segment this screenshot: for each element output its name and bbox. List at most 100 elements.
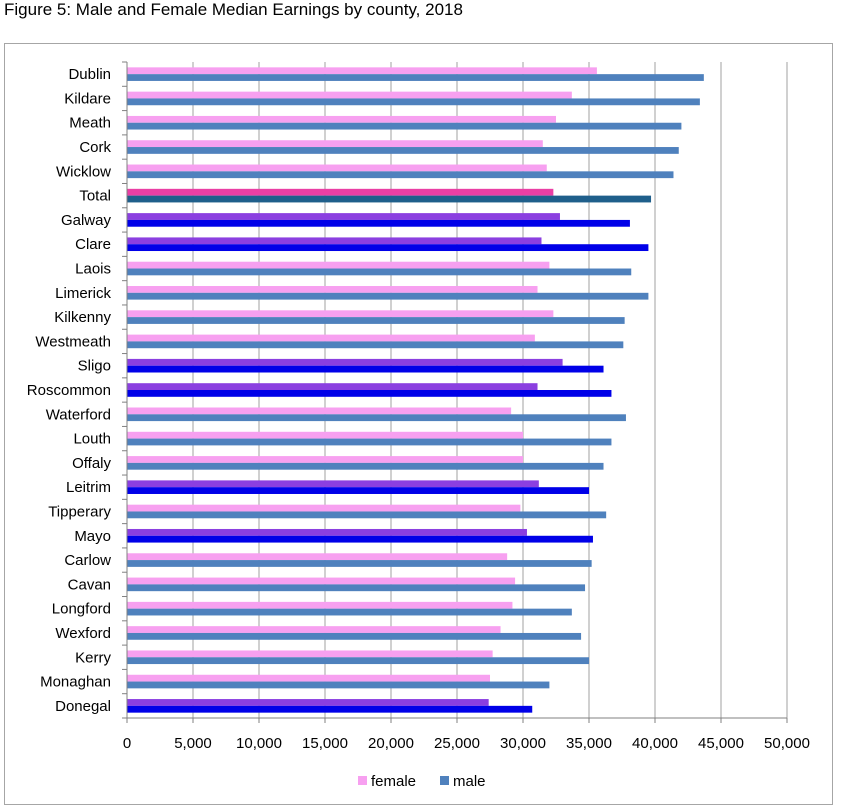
x-tick-label: 50,000: [764, 735, 810, 752]
bar-male-wicklow: [127, 171, 674, 179]
bar-female-wicklow: [127, 164, 547, 172]
category-label-wicklow: Wicklow: [56, 163, 111, 180]
x-tick-label: 0: [123, 735, 131, 752]
bar-female-laois: [127, 261, 550, 269]
bar-male-meath: [127, 122, 682, 130]
bar-male-leitrim: [127, 487, 589, 494]
category-label-laois: Laois: [75, 261, 111, 278]
x-tick-label: 10,000: [236, 735, 282, 752]
bar-female-clare: [127, 237, 542, 245]
bar-female-cork: [127, 140, 543, 148]
legend-label-female: female: [371, 773, 416, 790]
category-label-galway: Galway: [61, 212, 112, 229]
bar-male-sligo: [127, 365, 604, 373]
legend-swatch-male: [440, 776, 449, 785]
bar-female-meath: [127, 115, 556, 123]
x-tick-label: 15,000: [302, 735, 348, 752]
x-tick-label: 5,000: [174, 735, 212, 752]
bar-female-kildare: [127, 91, 572, 99]
category-label-monaghan: Monaghan: [40, 674, 111, 691]
bar-female-waterford: [127, 407, 512, 415]
bar-male-kildare: [127, 98, 700, 106]
bar-female-tipperary: [127, 504, 521, 512]
bar-male-total: [127, 195, 652, 203]
bar-female-galway: [127, 213, 560, 220]
category-label-kilkenny: Kilkenny: [54, 309, 111, 326]
bar-female-mayo: [127, 528, 527, 536]
bar-female-dublin: [127, 67, 597, 75]
bar-male-waterford: [127, 414, 626, 422]
labels: 0 5,000 10,000 15,000 20,000 25,000 30,000 35,0…: [27, 66, 810, 752]
bar-male-mayo: [127, 535, 593, 543]
bar-female-longford: [127, 601, 513, 609]
bar-female-leitrim: [127, 480, 539, 488]
x-tick-label: 20,000: [368, 735, 414, 752]
category-label-limerick: Limerick: [55, 285, 111, 302]
bar-female-louth: [127, 431, 523, 439]
category-label-leitrim: Leitrim: [66, 479, 111, 496]
category-label-dublin: Dublin: [68, 66, 111, 83]
bars: [127, 67, 704, 713]
bar-male-louth: [127, 438, 612, 446]
category-label-cork: Cork: [79, 139, 111, 156]
bar-male-carlow: [127, 560, 592, 567]
category-label-mayo: Mayo: [74, 528, 111, 545]
bar-male-longford: [127, 608, 572, 616]
chart-frame: [4, 43, 833, 805]
bar-male-donegal: [127, 705, 533, 713]
bar-male-roscommon: [127, 390, 612, 397]
category-label-carlow: Carlow: [64, 552, 111, 569]
category-label-louth: Louth: [73, 431, 111, 448]
category-label-kildare: Kildare: [64, 90, 111, 107]
x-tick-label: 35,000: [566, 735, 612, 752]
axes: [122, 61, 788, 723]
bar-female-total: [127, 188, 554, 196]
x-tick-label: 45,000: [698, 735, 744, 752]
bar-female-limerick: [127, 286, 538, 293]
category-label-wexford: Wexford: [55, 625, 111, 642]
bar-male-kerry: [127, 657, 589, 665]
bar-male-monaghan: [127, 681, 550, 689]
category-label-roscommon: Roscommon: [27, 382, 111, 399]
bar-female-sligo: [127, 358, 563, 366]
bar-male-kilkenny: [127, 317, 625, 324]
bar-male-laois: [127, 268, 632, 276]
bar-female-cavan: [127, 577, 516, 585]
x-tick-label: 40,000: [632, 735, 678, 752]
category-label-westmeath: Westmeath: [35, 333, 111, 350]
bar-female-kilkenny: [127, 310, 554, 318]
bar-female-carlow: [127, 553, 508, 561]
bar-male-limerick: [127, 292, 649, 300]
bar-male-dublin: [127, 74, 704, 81]
legend: female male: [358, 773, 486, 790]
category-label-kerry: Kerry: [75, 649, 111, 666]
x-tick-label: 25,000: [434, 735, 480, 752]
bar-male-offaly: [127, 462, 604, 470]
category-label-clare: Clare: [75, 236, 111, 253]
bar-male-galway: [127, 219, 630, 227]
category-label-offaly: Offaly: [72, 455, 111, 472]
bar-female-kerry: [127, 650, 493, 658]
bar-male-clare: [127, 244, 649, 252]
category-label-waterford: Waterford: [46, 406, 111, 423]
bar-female-roscommon: [127, 383, 538, 390]
bar-female-monaghan: [127, 674, 490, 682]
category-label-donegal: Donegal: [55, 698, 111, 715]
category-label-sligo: Sligo: [78, 358, 111, 375]
bar-female-wexford: [127, 626, 501, 633]
bar-male-cork: [127, 147, 679, 154]
bar-male-cavan: [127, 584, 586, 592]
bar-male-westmeath: [127, 341, 624, 349]
category-label-tipperary: Tipperary: [48, 503, 111, 520]
legend-label-male: male: [453, 773, 486, 790]
category-label-cavan: Cavan: [68, 576, 111, 593]
legend-swatch-female: [358, 776, 367, 785]
bar-male-tipperary: [127, 511, 607, 519]
category-label-longford: Longford: [52, 601, 111, 618]
category-label-meath: Meath: [69, 115, 111, 132]
x-tick-label: 30,000: [500, 735, 546, 752]
category-label-total: Total: [79, 188, 111, 205]
bar-female-donegal: [127, 699, 489, 706]
bar-female-westmeath: [127, 334, 535, 342]
